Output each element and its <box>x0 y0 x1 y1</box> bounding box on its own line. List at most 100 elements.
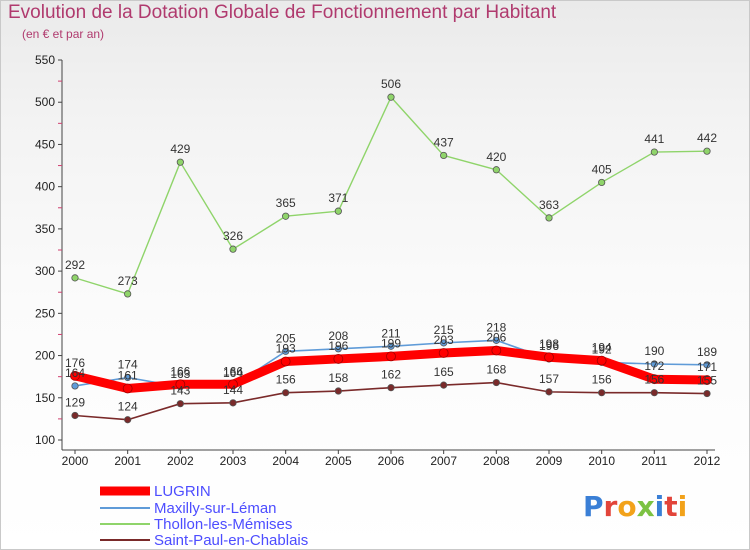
data-point <box>282 212 290 220</box>
data-label: 218 <box>486 320 506 334</box>
data-point <box>650 148 658 156</box>
data-label: 129 <box>65 396 85 410</box>
data-point <box>175 379 186 390</box>
data-label: 405 <box>592 162 612 176</box>
y-tick-label: 100 <box>35 433 55 447</box>
legend-label: Thollon-les-Mémises <box>154 516 292 533</box>
data-point <box>702 375 712 385</box>
data-point <box>334 387 342 395</box>
data-point <box>71 274 79 282</box>
data-point <box>282 347 290 355</box>
x-tick-label: 2004 <box>272 454 299 468</box>
data-label: 168 <box>486 363 506 377</box>
data-label: 203 <box>434 333 454 347</box>
x-tick-label: 2000 <box>62 454 89 468</box>
data-label: 144 <box>223 383 243 397</box>
x-tick-label: 2010 <box>588 454 615 468</box>
data-point <box>387 384 395 392</box>
data-point <box>440 381 448 389</box>
data-label: 156 <box>592 373 612 387</box>
data-label: 156 <box>644 373 664 387</box>
data-label: 164 <box>65 366 85 380</box>
data-label: 506 <box>381 77 401 91</box>
data-point <box>596 355 607 366</box>
y-tick-label: 550 <box>35 53 55 67</box>
data-point <box>280 356 291 367</box>
data-point <box>124 373 132 382</box>
data-point <box>71 382 79 390</box>
data-label: 192 <box>592 342 612 356</box>
x-tick-label: 2007 <box>430 454 457 468</box>
data-label: 196 <box>328 339 348 353</box>
y-tick-label: 250 <box>35 306 55 320</box>
data-label: 208 <box>328 329 348 343</box>
data-label: 193 <box>276 341 296 355</box>
data-label: 215 <box>434 323 454 337</box>
data-point <box>492 378 500 387</box>
data-point <box>386 351 396 362</box>
y-tick-label: 150 <box>35 391 55 405</box>
data-label: 326 <box>223 229 243 243</box>
x-tick-label: 2006 <box>378 454 405 468</box>
data-label: 162 <box>381 368 401 382</box>
y-tick-label: 500 <box>35 95 55 109</box>
data-point <box>440 151 448 160</box>
y-tick-label: 200 <box>35 349 55 363</box>
data-label: 196 <box>539 339 559 353</box>
x-tick-label: 2001 <box>114 454 141 468</box>
data-point <box>333 354 344 364</box>
data-point <box>124 416 132 424</box>
data-point <box>229 245 237 253</box>
data-label: 365 <box>276 196 296 210</box>
data-label: 420 <box>486 150 506 164</box>
data-label: 161 <box>118 368 138 382</box>
data-point <box>438 348 449 358</box>
x-tick-label: 2012 <box>694 454 721 468</box>
data-label: 172 <box>644 359 664 373</box>
data-label: 206 <box>486 330 506 344</box>
data-point <box>124 290 132 298</box>
data-point <box>650 360 658 368</box>
data-label: 157 <box>539 372 559 386</box>
data-label: 165 <box>434 365 454 379</box>
data-label: 155 <box>697 374 717 388</box>
data-label: 171 <box>697 360 717 374</box>
data-point <box>387 342 395 350</box>
data-point <box>492 166 500 174</box>
x-tick-label: 2009 <box>536 454 563 468</box>
data-label: 174 <box>118 358 138 372</box>
data-point <box>703 389 711 398</box>
x-tick-label: 2008 <box>483 454 510 468</box>
x-tick-label: 2003 <box>220 454 247 468</box>
data-point <box>545 388 553 396</box>
data-label: 273 <box>118 274 138 288</box>
x-tick-label: 2005 <box>325 454 352 468</box>
data-label: 198 <box>539 337 559 351</box>
chart-subtitle: (en € et par an) <box>22 27 105 41</box>
data-label: 189 <box>697 345 717 359</box>
data-label: 163 <box>170 367 190 381</box>
data-label: 166 <box>223 364 243 378</box>
data-label: 437 <box>434 135 454 149</box>
data-point <box>491 345 502 356</box>
proxiti-logo: Proxiti <box>583 490 687 523</box>
data-point <box>703 361 711 369</box>
data-point <box>492 336 500 344</box>
data-label: 205 <box>276 331 296 345</box>
data-label: 442 <box>697 131 717 145</box>
data-point <box>334 207 342 215</box>
data-label: 176 <box>65 356 85 370</box>
data-label: 441 <box>644 132 664 146</box>
series-line-2 <box>74 96 708 295</box>
data-point <box>387 93 395 101</box>
data-point <box>598 178 606 187</box>
x-tick-label: 2011 <box>641 454 667 468</box>
data-label: 211 <box>381 326 400 340</box>
data-point <box>71 411 79 420</box>
data-point <box>176 400 184 408</box>
data-point <box>649 374 660 385</box>
legend-label: Maxilly-sur-Léman <box>154 500 277 517</box>
data-point <box>598 389 606 397</box>
